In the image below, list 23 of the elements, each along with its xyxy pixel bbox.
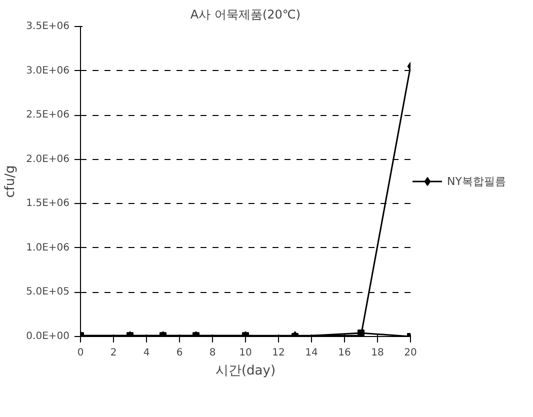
chart-title: A사 어묵제품(20℃) — [190, 8, 301, 22]
y-axis-title: cfu/g — [3, 165, 18, 198]
y-tick-label: 0.0E+00 — [26, 331, 70, 342]
x-axis-title: 시간(day) — [215, 364, 276, 378]
x-tick-label: 0 — [77, 348, 84, 358]
x-tick-label: 10 — [239, 348, 252, 358]
legend-label: NY복합필름 — [447, 174, 506, 188]
y-tick-label: 5.0E+05 — [26, 286, 70, 298]
x-tick-label: 12 — [272, 348, 285, 358]
y-tick-label: 2.5E+06 — [26, 110, 70, 121]
x-tick-label: 14 — [305, 348, 318, 358]
x-tick-label: 20 — [404, 348, 417, 358]
y-tick-label: 2.0E+06 — [26, 154, 70, 165]
x-tick-label: 2 — [110, 348, 117, 358]
y-tick-label: 3.0E+06 — [26, 65, 70, 76]
y-tick-label: 1.0E+06 — [26, 242, 70, 254]
x-tick-label: 6 — [176, 348, 183, 358]
x-tick-label: 18 — [371, 348, 384, 358]
x-tick-label: 16 — [338, 348, 351, 358]
y-tick-label: 1.5E+06 — [26, 198, 70, 210]
y-tick-label: 3.5E+06 — [26, 21, 70, 32]
x-tick-label: 8 — [209, 348, 216, 358]
x-tick-label: 4 — [143, 348, 150, 358]
